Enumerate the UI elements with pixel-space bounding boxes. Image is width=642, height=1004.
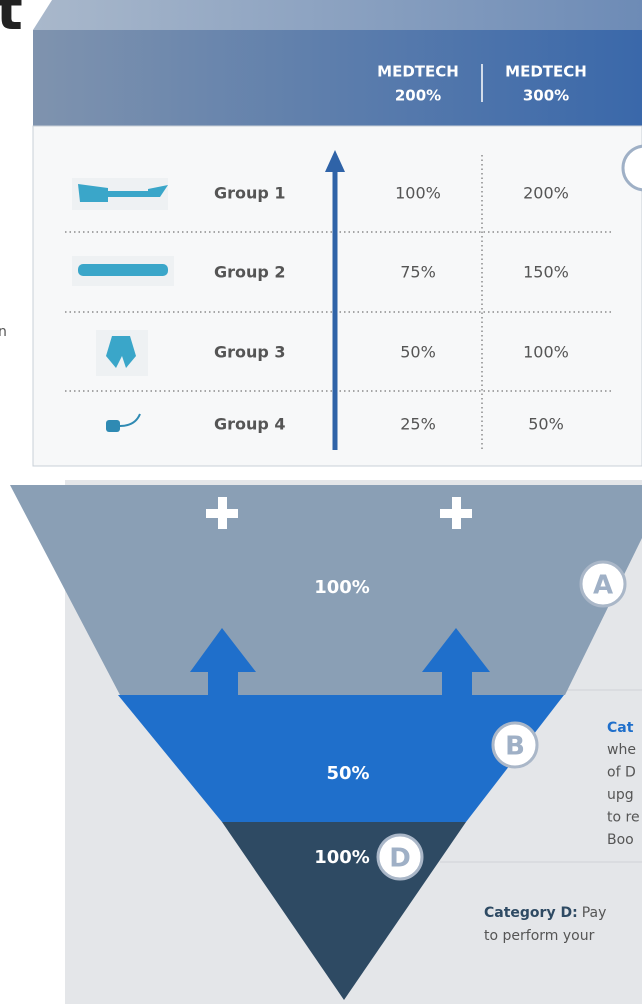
cell-value: 200% bbox=[523, 184, 569, 203]
note-text: Boo bbox=[607, 832, 634, 848]
note-text: Pay bbox=[582, 905, 607, 921]
title: t bbox=[0, 0, 23, 43]
note-text: to perform your bbox=[484, 928, 595, 944]
note-text: upg bbox=[607, 787, 634, 803]
side-text: n bbox=[0, 324, 7, 340]
cell-value: 50% bbox=[400, 343, 436, 362]
cell-value: 50% bbox=[528, 415, 564, 434]
cell-value: 150% bbox=[523, 263, 569, 282]
group-name: Group 3 bbox=[214, 343, 286, 362]
note-text: of D bbox=[607, 765, 636, 781]
note-heading: Cat bbox=[607, 720, 634, 736]
badge-letter: A bbox=[593, 571, 613, 601]
note-text: to re bbox=[607, 810, 640, 826]
funnel-label: 100% bbox=[314, 577, 370, 598]
funnel-label: 100% bbox=[314, 847, 370, 868]
note-d-line: Category D:Pay bbox=[484, 905, 606, 921]
header-label: 300% bbox=[523, 87, 569, 105]
header-label: 200% bbox=[395, 87, 441, 105]
note-text: whe bbox=[607, 742, 636, 758]
note-heading: Category D: bbox=[484, 905, 578, 921]
badge-letter: B bbox=[505, 732, 525, 762]
header-label: MEDTECH bbox=[377, 63, 459, 81]
header-label: MEDTECH bbox=[505, 63, 587, 81]
funnel-label: 50% bbox=[326, 763, 369, 784]
infographic: t n MEDTECH 200% MEDTECH 300% Group 1 100… bbox=[0, 0, 642, 1004]
badge-letter: D bbox=[389, 844, 411, 874]
cell-value: 100% bbox=[523, 343, 569, 362]
group-name: Group 1 bbox=[214, 184, 286, 203]
cell-value: 75% bbox=[400, 263, 436, 282]
card-top bbox=[33, 0, 642, 30]
cell-value: 25% bbox=[400, 415, 436, 434]
group-name: Group 2 bbox=[214, 263, 286, 282]
group-name: Group 4 bbox=[214, 415, 286, 434]
cell-value: 100% bbox=[395, 184, 441, 203]
